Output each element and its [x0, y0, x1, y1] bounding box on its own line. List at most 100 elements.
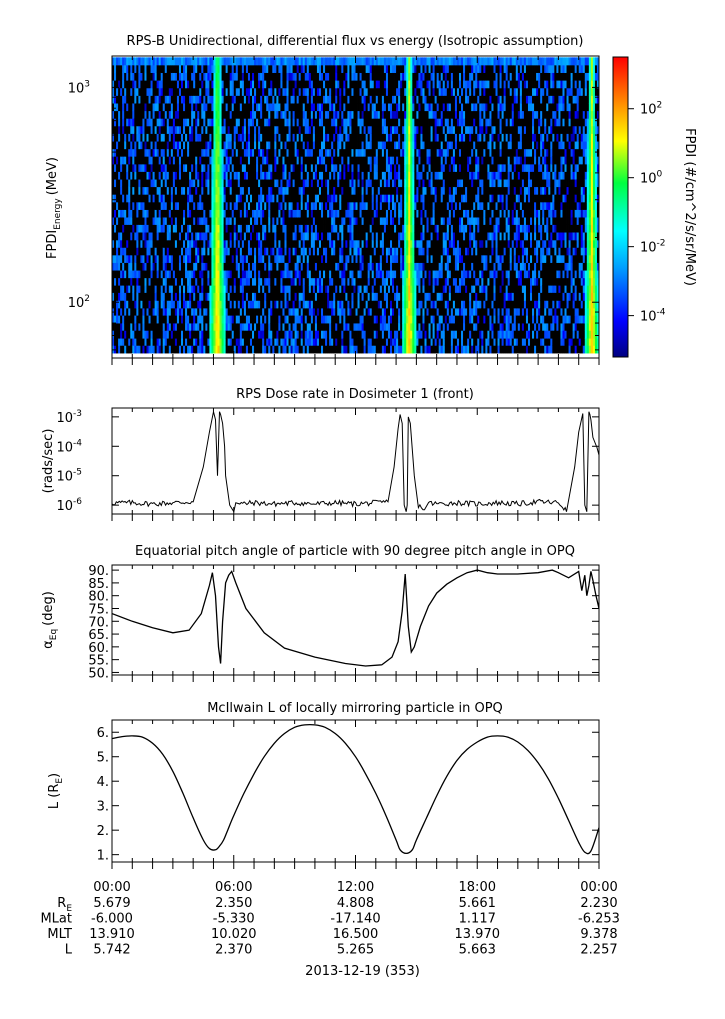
spectrogram-cell: [312, 64, 316, 73]
spectrogram-cell: [306, 133, 310, 142]
spectrogram-cell: [144, 80, 147, 89]
spectrogram-cell: [201, 239, 204, 248]
spectrogram-cell: [233, 110, 237, 119]
spectrogram-cell: [335, 315, 338, 324]
spectrogram-cell: [252, 179, 255, 188]
spectrogram-cell: [199, 80, 202, 89]
spectrogram-cell: [367, 80, 371, 89]
spectrogram-cell: [223, 95, 227, 104]
spectrogram-cell: [243, 330, 247, 339]
spectrogram-cell: [178, 345, 182, 354]
spectrogram-cell: [327, 239, 330, 248]
spectrogram-cell: [185, 277, 188, 286]
spectrogram-cell: [168, 80, 172, 89]
spectrogram-cell: [158, 95, 162, 104]
spectrogram-cell: [189, 118, 192, 127]
spectrogram-cell: [256, 209, 259, 218]
spectrogram-cell: [274, 179, 277, 188]
spectrogram-cell: [239, 209, 243, 218]
spectrogram-cell: [120, 209, 123, 218]
spectrogram-cell: [286, 103, 289, 112]
spectrogram-cell: [178, 315, 182, 324]
spectrogram-cell: [316, 323, 320, 331]
spectrogram-cell: [156, 95, 160, 104]
spectrogram-cell: [300, 247, 304, 256]
spectrogram-cell: [180, 110, 184, 119]
spectrogram-cell: [195, 72, 198, 81]
spectrogram-cell: [272, 239, 275, 248]
spectrogram-cell: [333, 300, 336, 309]
spectrogram-cell: [331, 338, 334, 346]
spectrogram-cell: [112, 277, 115, 286]
spectrogram-cell: [262, 110, 265, 119]
spectrogram-cell: [316, 186, 320, 195]
spectrogram-cell: [235, 232, 239, 241]
spectrogram-cell: [371, 338, 375, 346]
spectrogram-cell: [239, 118, 243, 127]
spectrogram-cell: [298, 125, 302, 134]
spectrogram-cell: [264, 292, 267, 301]
spectrogram-cell: [168, 57, 172, 66]
spectrogram-cell: [308, 201, 312, 210]
spectrogram-cell: [260, 315, 263, 324]
spectrogram-cell: [286, 254, 289, 263]
spectrogram-cell: [203, 95, 206, 104]
spectrogram-cell: [333, 323, 336, 331]
spectrogram-cell: [351, 133, 354, 142]
spectrogram-cell: [178, 95, 182, 104]
spectrogram-cell: [286, 285, 289, 293]
spectrogram-cell: [284, 179, 287, 188]
spectrogram-cell: [249, 224, 253, 233]
spectrogram-cell: [266, 87, 269, 96]
spectrogram-cell: [331, 315, 334, 324]
spectrogram-cell: [124, 118, 127, 127]
spectrogram-cell: [128, 80, 131, 89]
spectrogram-cell: [233, 163, 237, 172]
spectrogram-cell: [302, 186, 306, 195]
spectrogram-cell: [180, 72, 184, 81]
spectrogram-cell: [138, 345, 141, 354]
spectrogram-cell: [178, 72, 182, 81]
spectrogram-cell: [252, 345, 255, 354]
spectrogram-cell: [136, 171, 139, 180]
spectrogram-cell: [229, 72, 233, 81]
spectrogram-cell: [233, 156, 237, 165]
spectrogram-cell: [333, 254, 336, 263]
spectrogram-cell: [213, 232, 216, 241]
spectrogram-cell: [215, 330, 218, 339]
spectrogram-cell: [191, 80, 194, 89]
spectrogram-cell: [349, 80, 352, 89]
spectrogram-cell: [243, 103, 247, 112]
spectrogram-cell: [140, 262, 143, 271]
spectrogram-cell: [219, 133, 222, 142]
spectrogram-cell: [369, 148, 373, 157]
spectrogram-cell: [357, 239, 360, 248]
spectrogram-cell: [162, 239, 166, 248]
spectrogram-cell: [126, 72, 129, 81]
spectrogram-cell: [367, 179, 371, 188]
spectrogram-cell: [365, 217, 369, 225]
spectrogram-cell: [310, 57, 314, 66]
spectrogram-cell: [325, 338, 328, 346]
spectrogram-cell: [150, 156, 153, 165]
spectrogram-cell: [221, 118, 225, 127]
spectrogram-cell: [120, 338, 123, 346]
spectrogram-cell: [225, 72, 229, 81]
spectrogram-cell: [146, 156, 149, 165]
spectrogram-cell: [325, 118, 328, 127]
spectrogram-cell: [363, 87, 367, 96]
spectrogram-cell: [323, 285, 326, 293]
spectrogram-cell: [144, 186, 147, 195]
spectrogram-cell: [288, 57, 291, 66]
spectrogram-cell: [172, 80, 176, 89]
spectrogram-cell: [225, 87, 229, 96]
spectrogram-cell: [325, 254, 328, 263]
spectrogram-cell: [357, 270, 360, 279]
spectrogram-cell: [146, 315, 149, 324]
spectrogram-cell: [211, 217, 214, 225]
spectrogram-cell: [341, 57, 344, 66]
spectrogram-cell: [318, 292, 322, 301]
spectrogram-cell: [357, 330, 360, 339]
spectrogram-cell: [343, 57, 346, 66]
spectrogram-cell: [290, 95, 293, 104]
